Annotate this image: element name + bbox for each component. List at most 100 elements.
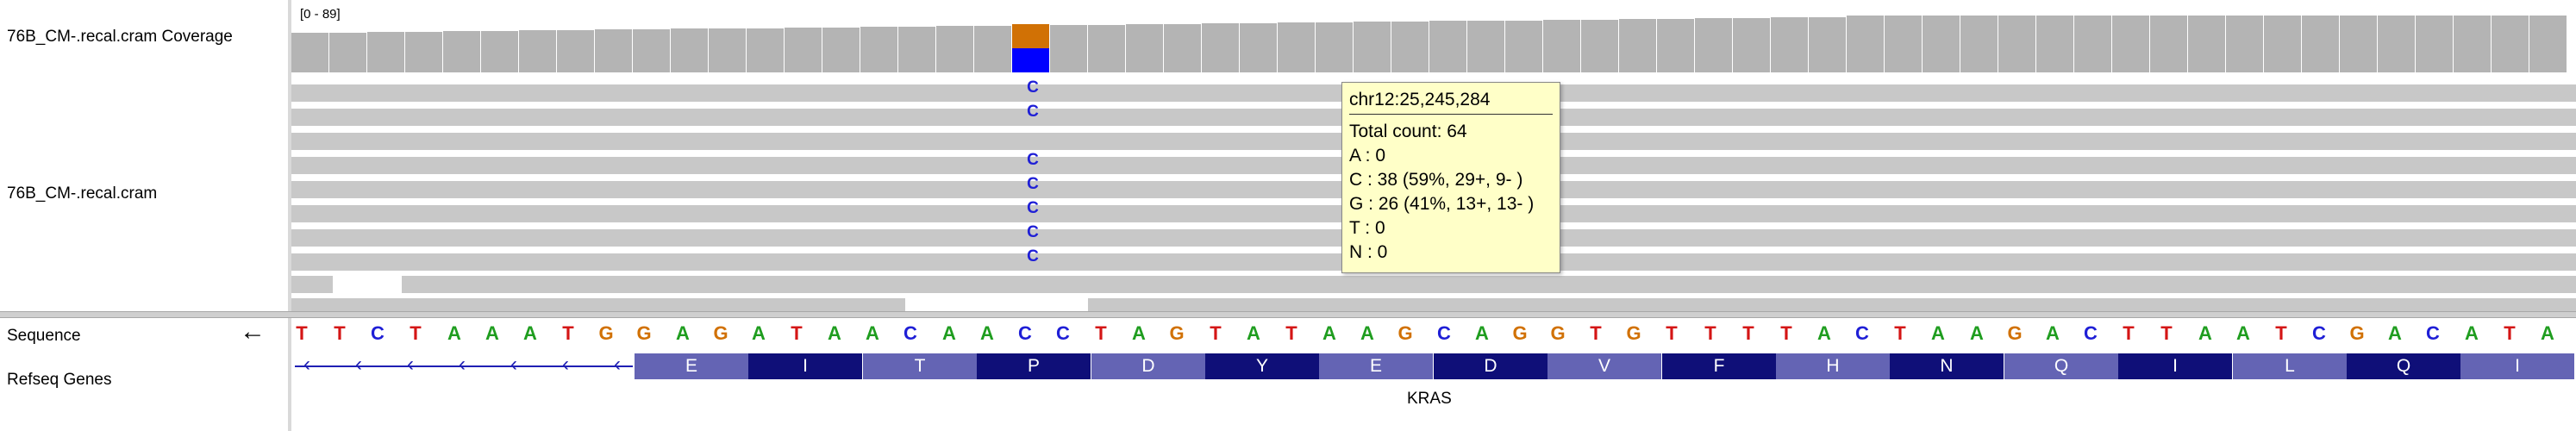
coverage-bar <box>1960 16 1998 72</box>
sequence-base: T <box>1210 322 1222 344</box>
sequence-base: C <box>2084 322 2098 344</box>
sequence-base: T <box>1095 322 1107 344</box>
coverage-bar <box>747 28 784 72</box>
amino-acid-block[interactable]: F <box>1662 353 1776 379</box>
sequence-base: G <box>1626 322 1641 344</box>
gene-name[interactable]: KRAS <box>1407 390 1452 408</box>
coverage-bar <box>1733 18 1770 72</box>
coverage-bar <box>481 31 518 72</box>
sequence-base: A <box>2388 322 2402 344</box>
sequence-base: C <box>1855 322 1869 344</box>
mismatch-base[interactable]: C <box>1027 223 1039 241</box>
amino-acid-block[interactable]: D <box>1434 353 1547 379</box>
coverage-bar <box>1126 24 1163 72</box>
mismatch-base[interactable]: C <box>1027 199 1039 217</box>
sequence-base: A <box>1247 322 1260 344</box>
mismatch-base[interactable]: C <box>1027 247 1039 265</box>
coverage-bar <box>2492 16 2529 72</box>
sequence-base: A <box>752 322 766 344</box>
sequence-base: T <box>1742 322 1754 344</box>
coverage-bar <box>2340 16 2377 72</box>
amino-acid-block[interactable]: E <box>1319 353 1433 379</box>
coverage-bar <box>1240 23 1277 72</box>
sequence-base: T <box>2160 322 2173 344</box>
panel-divider[interactable] <box>288 0 291 431</box>
track-name-panel: 76B_CM-.recal.cram Coverage 76B_CM-.reca… <box>0 0 288 431</box>
coverage-bar <box>405 32 442 72</box>
sequence-base: G <box>1512 322 1528 344</box>
amino-acid-block[interactable]: I <box>2460 353 2574 379</box>
intron-arrow-icon: ‹ <box>407 353 414 376</box>
coverage-bar <box>2454 16 2491 72</box>
amino-acid-block[interactable]: I <box>2118 353 2232 379</box>
sequence-base: T <box>2123 322 2135 344</box>
sequence-base: G <box>713 322 728 344</box>
intron-arrow-icon: ‹ <box>303 353 310 376</box>
amino-acid-block[interactable]: E <box>635 353 748 379</box>
sequence-base: C <box>1437 322 1451 344</box>
coverage-bar <box>936 26 973 72</box>
coverage-bar <box>595 29 632 72</box>
amino-acid-block[interactable]: Y <box>1205 353 1319 379</box>
coverage-bar <box>557 30 594 72</box>
coverage-range-label: [0 - 89] <box>300 7 341 22</box>
sequence-base: T <box>2504 322 2516 344</box>
amino-acid-block[interactable]: I <box>748 353 862 379</box>
amino-acid-block[interactable]: Q <box>2347 353 2460 379</box>
sequence-base: A <box>2046 322 2060 344</box>
mismatch-base[interactable]: C <box>1027 175 1039 193</box>
sequence-track-label[interactable]: Sequence <box>7 327 81 345</box>
coverage-track-label[interactable]: 76B_CM-.recal.cram Coverage <box>7 28 233 46</box>
amino-acid-block[interactable]: T <box>863 353 977 379</box>
amino-acid-block[interactable]: L <box>2233 353 2347 379</box>
tooltip-count-n: N : 0 <box>1349 242 1388 262</box>
intron-line <box>295 365 633 367</box>
coverage-bar <box>2150 16 2187 72</box>
amino-acid-block[interactable]: D <box>1091 353 1205 379</box>
mismatch-base[interactable]: C <box>1027 151 1039 169</box>
coverage-bar <box>1429 21 1466 72</box>
coverage-bar <box>709 28 746 72</box>
amino-acid-block[interactable]: P <box>977 353 1091 379</box>
coverage-bar <box>785 28 822 72</box>
mismatch-base[interactable]: C <box>1027 78 1039 97</box>
coverage-track[interactable] <box>291 0 2576 78</box>
alignment-track-label[interactable]: 76B_CM-.recal.cram <box>7 184 158 203</box>
sequence-base: A <box>866 322 879 344</box>
amino-acid-block[interactable]: N <box>1890 353 2004 379</box>
coverage-bar <box>1202 23 1239 72</box>
sequence-base: A <box>1970 322 1984 344</box>
coverage-bar <box>1885 16 1922 72</box>
tooltip-count-t: T : 0 <box>1349 218 1385 238</box>
sequence-base: A <box>980 322 994 344</box>
strand-arrow-icon[interactable]: ← <box>240 317 266 346</box>
sequence-base: G <box>2349 322 2365 344</box>
amino-acid-block[interactable]: Q <box>2004 353 2118 379</box>
tooltip-count-g: G : 26 (41%, 13+, 13- ) <box>1349 194 1535 214</box>
sequence-base: T <box>1704 322 1716 344</box>
read-segment[interactable] <box>291 276 333 293</box>
sequence-base: T <box>1590 322 1602 344</box>
coverage-bar <box>443 31 480 72</box>
amino-acid-block[interactable]: V <box>1547 353 1661 379</box>
coverage-bar <box>1278 22 1315 72</box>
amino-acid-block[interactable]: H <box>1776 353 1890 379</box>
sequence-base: C <box>2426 322 2440 344</box>
refseq-genes-track-label[interactable]: Refseq Genes <box>7 371 112 389</box>
coverage-bar <box>1809 17 1846 72</box>
sequence-base: T <box>296 322 308 344</box>
sequence-base: T <box>791 322 803 344</box>
coverage-bar <box>2036 16 2073 72</box>
read-segment[interactable] <box>402 276 2576 293</box>
coverage-bar <box>2416 16 2453 72</box>
coverage-bar <box>2226 16 2263 72</box>
track-separator[interactable] <box>0 311 2576 318</box>
sequence-base: A <box>1931 322 1945 344</box>
mismatch-base[interactable]: C <box>1027 103 1039 121</box>
sequence-base: T <box>562 322 574 344</box>
sequence-base: T <box>1666 322 1678 344</box>
coverage-bar <box>2529 16 2567 72</box>
coverage-bar <box>1923 16 1960 72</box>
coverage-bar <box>1088 25 1125 72</box>
